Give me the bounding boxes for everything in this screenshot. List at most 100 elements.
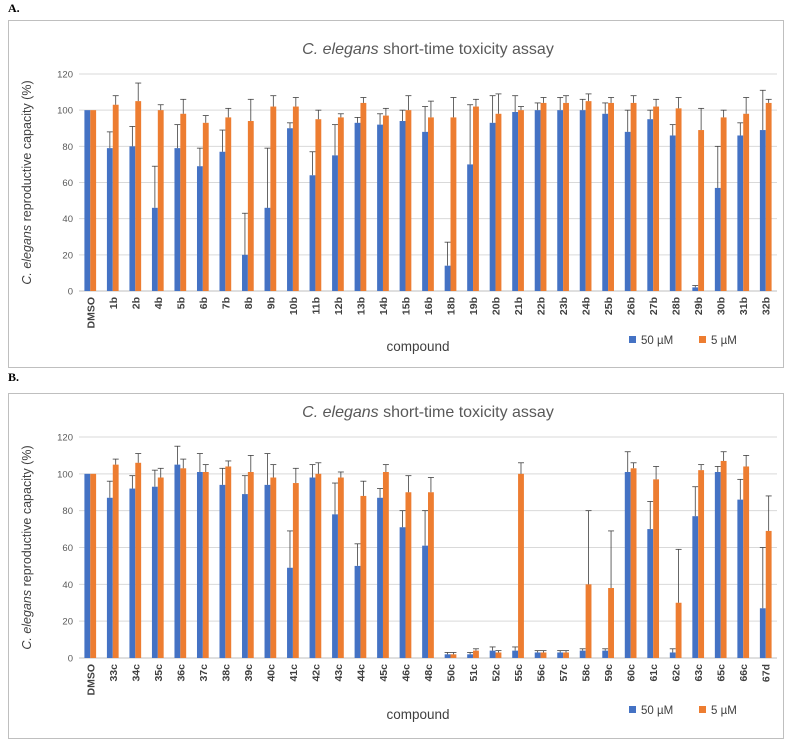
bar-5uM: [202, 471, 209, 658]
bar-50uM: [759, 608, 766, 658]
bar-50uM: [377, 124, 383, 291]
bar-50uM: [332, 155, 338, 291]
bar-5uM: [675, 108, 682, 291]
y-tick-label: 120: [57, 70, 73, 81]
x-tick-label: 63c: [693, 664, 705, 682]
y-tick-label: 40: [62, 214, 73, 225]
bar-5uM: [540, 652, 547, 658]
x-tick-label: 67d: [761, 664, 773, 682]
bar-5uM: [382, 471, 389, 658]
bar-5uM: [405, 492, 412, 658]
bar-5uM: [225, 466, 232, 658]
bar-50uM: [624, 471, 631, 658]
x-tick-label: 30b: [716, 297, 728, 315]
x-tick-label: 61c: [648, 664, 660, 682]
x-tick-label: 39c: [243, 664, 255, 682]
legend-entry: 50 µM: [641, 335, 673, 347]
y-tick-label: 120: [57, 433, 73, 444]
x-tick-label: 9b: [265, 297, 277, 309]
bar-5uM: [112, 104, 119, 291]
x-tick-label: 65c: [716, 664, 728, 682]
bar-50uM: [309, 477, 316, 658]
bar-50uM: [377, 497, 383, 658]
bar-5uM: [450, 117, 457, 292]
x-tick-label: 57c: [558, 664, 570, 682]
bar-50uM: [399, 121, 406, 292]
x-tick-label: 23b: [558, 297, 570, 315]
bar-50uM: [219, 484, 226, 658]
bar-50uM: [669, 652, 676, 658]
x-tick-label: 33c: [108, 664, 120, 682]
bar-50uM: [444, 265, 451, 291]
x-tick-label: 55c: [513, 664, 525, 682]
x-tick-label: 7b: [220, 297, 232, 309]
bar-5uM: [292, 106, 299, 291]
panel-label-a: A.: [8, 1, 20, 15]
bar-50uM: [714, 471, 721, 658]
x-tick-label: 62c: [671, 664, 683, 682]
x-axis-label: compound: [386, 339, 449, 354]
bar-50uM: [174, 148, 181, 291]
bar-5uM: [360, 102, 367, 291]
bar-5uM: [90, 110, 97, 292]
legend-swatch: [699, 336, 706, 343]
bar-5uM: [157, 110, 164, 292]
bar-5uM: [630, 468, 637, 658]
x-tick-label: 2b: [130, 297, 142, 309]
bar-50uM: [264, 484, 271, 658]
x-tick-label: 46c: [400, 664, 412, 682]
bar-5uM: [292, 483, 299, 658]
bar-50uM: [129, 488, 136, 658]
bar-50uM: [602, 650, 609, 658]
x-tick-label: 4b: [153, 297, 165, 309]
bar-5uM: [743, 113, 750, 292]
x-tick-label: 20b: [491, 297, 503, 315]
bar-5uM: [270, 477, 277, 658]
bar-5uM: [428, 492, 434, 658]
bar-50uM: [557, 652, 564, 658]
legend-entry: 5 µM: [711, 705, 737, 717]
x-tick-label: 25b: [603, 297, 615, 315]
y-tick-label: 40: [62, 580, 73, 591]
bar-5uM: [653, 479, 660, 658]
bar-50uM: [106, 497, 113, 658]
bar-50uM: [129, 146, 136, 291]
x-tick-label: 43c: [333, 664, 345, 682]
bar-5uM: [315, 473, 322, 658]
bar-50uM: [151, 486, 158, 658]
bar-5uM: [518, 473, 524, 658]
bar-5uM: [315, 119, 322, 291]
bar-50uM: [669, 135, 676, 291]
bar-50uM: [444, 654, 451, 658]
legend-swatch: [629, 706, 636, 713]
x-tick-label: 31b: [738, 297, 750, 315]
bar-50uM: [354, 565, 361, 658]
legend-entry: 5 µM: [711, 335, 737, 347]
bar-50uM: [219, 151, 226, 291]
x-tick-label: 56c: [536, 664, 548, 682]
x-tick-label: 11b: [310, 297, 322, 315]
x-tick-label: 42c: [310, 664, 322, 682]
bar-50uM: [242, 494, 248, 658]
x-tick-label: 6b: [198, 297, 210, 309]
x-tick-label: 58c: [581, 664, 593, 682]
chart-title-rest: short-time toxicity assay: [379, 404, 554, 421]
bar-50uM: [759, 130, 766, 291]
x-tick-label: 51c: [468, 664, 480, 682]
bar-5uM: [540, 102, 547, 291]
x-tick-label: 40c: [265, 664, 277, 682]
bar-50uM: [534, 110, 541, 292]
bar-5uM: [270, 106, 277, 291]
bar-5uM: [135, 462, 142, 658]
y-axis-label-rest: reproductive capacity (%): [20, 80, 34, 225]
bar-50uM: [264, 207, 271, 291]
bar-50uM: [354, 122, 361, 291]
panel-label-b: B.: [8, 370, 20, 384]
x-tick-label: 10b: [288, 297, 300, 315]
y-axis-label: C. elegans reproductive capacity (%): [20, 80, 34, 284]
bar-50uM: [737, 135, 744, 291]
bar-5uM: [247, 471, 254, 658]
y-tick-label: 100: [57, 106, 73, 117]
bar-50uM: [399, 527, 406, 658]
bar-50uM: [579, 650, 586, 658]
